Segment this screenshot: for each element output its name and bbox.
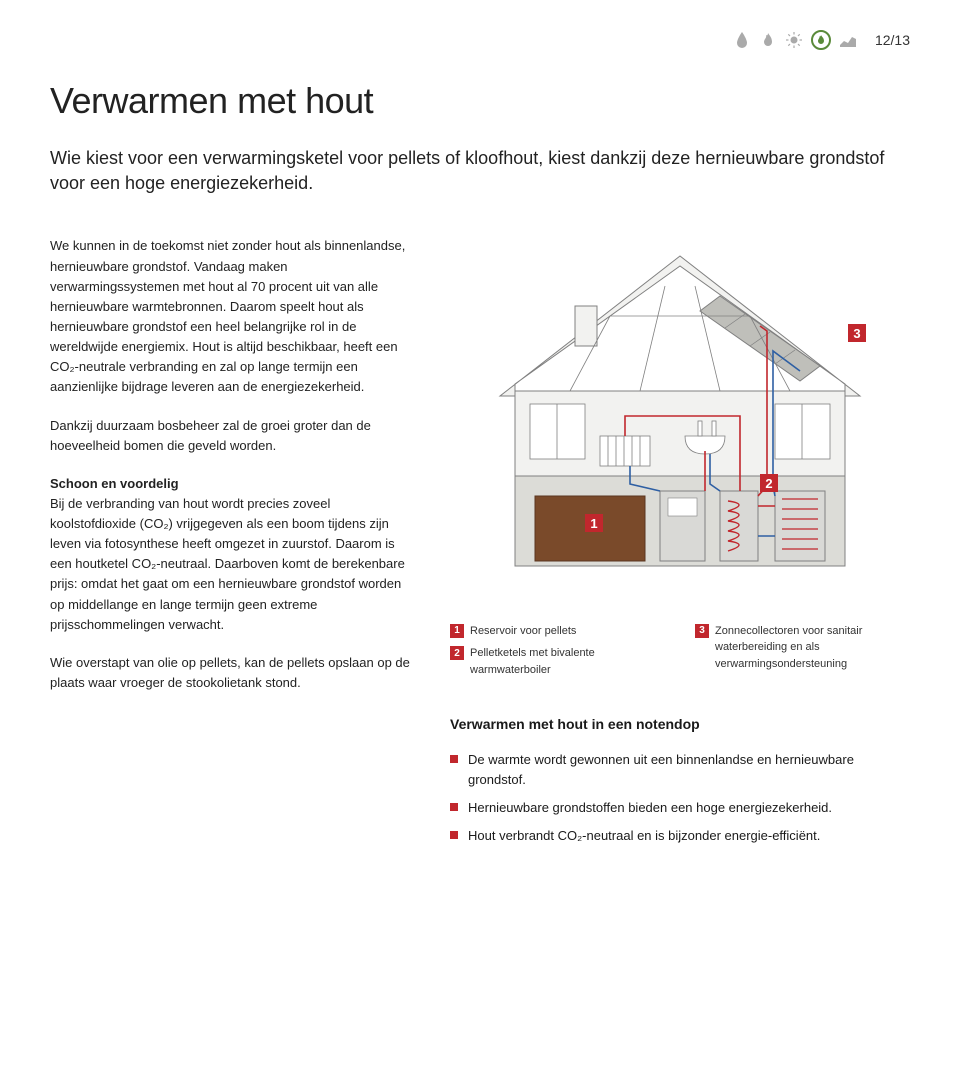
legend-right: 3 Zonnecollectoren voor sanitair waterbe…: [695, 623, 910, 685]
legend-item-1: 1 Reservoir voor pellets: [450, 623, 665, 640]
svg-text:2: 2: [765, 476, 772, 491]
svg-text:1: 1: [590, 516, 597, 531]
marker-3: 3: [695, 624, 709, 638]
flame-icon: [759, 31, 777, 49]
header-icons: 12/13: [50, 30, 910, 50]
subheading: Schoon en voordelig: [50, 476, 179, 491]
legend-left: 1 Reservoir voor pellets 2 Pelletketels …: [450, 623, 665, 685]
page-title: Verwarmen met hout: [50, 80, 910, 122]
notendop-title: Verwarmen met hout in een notendop: [450, 714, 910, 736]
paragraph-3: Schoon en voordeligBij de verbranding va…: [50, 474, 410, 635]
page-number: 12/13: [875, 32, 910, 48]
diagram-legend: 1 Reservoir voor pellets 2 Pelletketels …: [450, 623, 910, 685]
svg-text:3: 3: [853, 326, 860, 341]
drop-icon: [733, 31, 751, 49]
marker-1: 1: [450, 624, 464, 638]
house-diagram: 1 2 3: [450, 236, 910, 596]
paragraph-2: Dankzij duurzaam bosbeheer zal de groei …: [50, 416, 410, 456]
bullet-2: Hernieuwbare grondstoffen bieden een hog…: [450, 798, 910, 818]
paragraph-1: We kunnen in de toekomst niet zonder hou…: [50, 236, 410, 397]
leaf-icon: [811, 30, 831, 50]
bars-icon: [839, 31, 857, 49]
bullet-1: De warmte wordt gewonnen uit een binnenl…: [450, 750, 910, 790]
paragraph-4: Wie overstapt van olie op pellets, kan d…: [50, 653, 410, 693]
right-column: 1 2 3 1 Reservoir voor pellets 2 Pelletk…: [450, 236, 910, 854]
bullet-3: Hout verbrandt CO₂-neutraal en is bijzon…: [450, 826, 910, 846]
legend-item-2: 2 Pelletketels met bivalente warmwaterbo…: [450, 645, 665, 678]
intro-text: Wie kiest voor een verwarmingsketel voor…: [50, 146, 890, 196]
content-columns: We kunnen in de toekomst niet zonder hou…: [50, 236, 910, 854]
sun-icon: [785, 31, 803, 49]
marker-2: 2: [450, 646, 464, 660]
left-column: We kunnen in de toekomst niet zonder hou…: [50, 236, 410, 854]
notendop-bullets: De warmte wordt gewonnen uit een binnenl…: [450, 750, 910, 847]
legend-item-3: 3 Zonnecollectoren voor sanitair waterbe…: [695, 623, 910, 673]
